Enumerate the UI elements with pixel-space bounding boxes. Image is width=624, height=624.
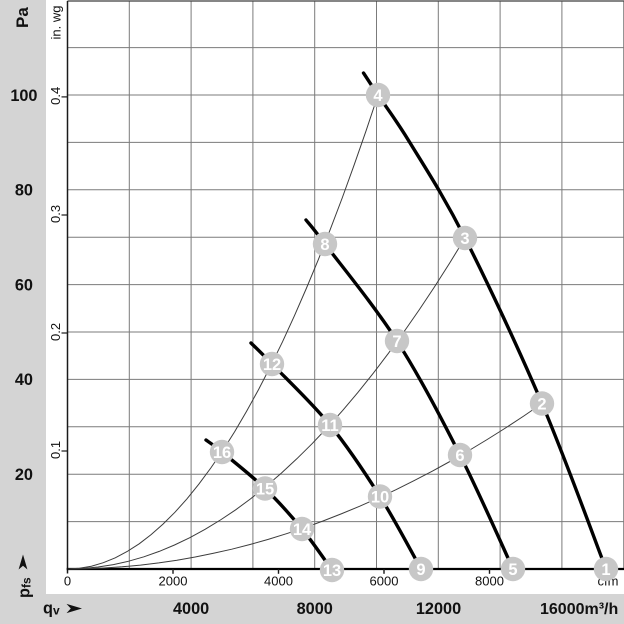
svg-text:15: 15 [256,481,274,499]
svg-text:Pa: Pa [13,7,32,28]
svg-text:13: 13 [323,562,341,580]
svg-text:0.2: 0.2 [48,323,63,341]
svg-text:6: 6 [455,447,464,465]
svg-text:11: 11 [321,417,338,435]
svg-text:100: 100 [10,87,37,105]
svg-text:60: 60 [15,276,33,294]
svg-text:0.4: 0.4 [48,87,63,105]
svg-text:0.1: 0.1 [48,441,63,459]
svg-text:in. wg: in. wg [49,6,64,40]
svg-text:1: 1 [601,561,610,579]
svg-text:7: 7 [392,333,401,351]
svg-text:14: 14 [293,521,312,539]
svg-text:5: 5 [508,561,517,579]
svg-text:4: 4 [373,87,383,105]
svg-text:8000: 8000 [297,600,333,618]
svg-text:2000: 2000 [159,574,188,589]
svg-text:20: 20 [15,466,33,484]
svg-text:0: 0 [64,574,71,589]
svg-text:3: 3 [460,230,469,248]
svg-text:12000: 12000 [416,600,461,618]
svg-text:9: 9 [416,561,425,579]
svg-text:16: 16 [213,444,231,462]
svg-text:12: 12 [263,356,281,374]
svg-text:qv: qv [43,599,60,617]
svg-text:6000: 6000 [370,574,399,589]
svg-text:80: 80 [15,182,33,200]
svg-text:8: 8 [320,236,329,254]
svg-text:4000: 4000 [264,574,293,589]
svg-text:8000: 8000 [475,574,504,589]
svg-text:40: 40 [15,371,33,389]
svg-text:10: 10 [371,489,389,507]
svg-text:16000m³/h: 16000m³/h [540,601,618,618]
svg-text:pfs: pfs [16,577,34,598]
svg-text:0.3: 0.3 [48,205,63,223]
svg-text:4000: 4000 [173,600,209,618]
svg-text:2: 2 [537,396,546,414]
